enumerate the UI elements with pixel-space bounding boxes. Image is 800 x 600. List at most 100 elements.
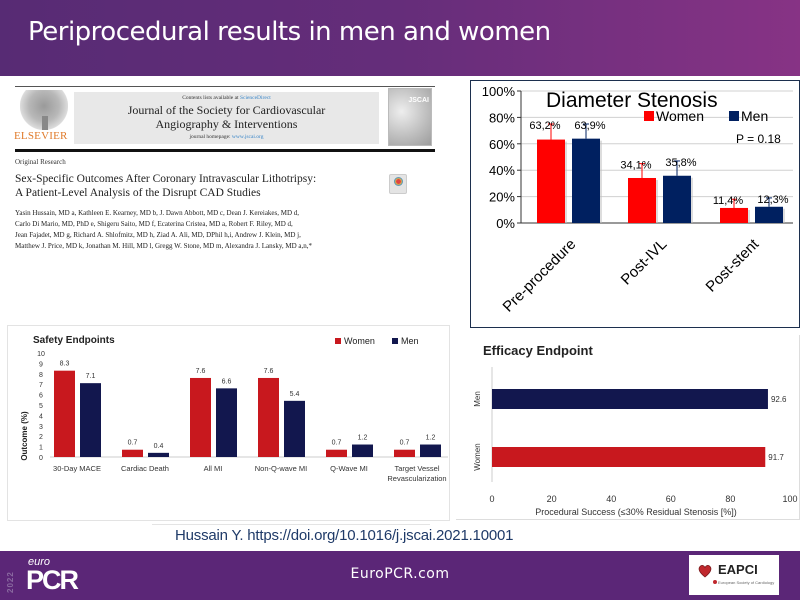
citation-link[interactable]: Hussain Y. https://doi.org/10.1016/j.jsc… bbox=[175, 527, 514, 544]
article-authors: Yasin Hussain, MD a, Kathleen E. Kearney… bbox=[15, 208, 435, 252]
women-bar bbox=[122, 449, 143, 457]
data-label: 5.4 bbox=[290, 391, 300, 398]
data-label: 8.3 bbox=[60, 361, 70, 368]
efficacy-endpoint-panel: Efficacy Endpoint 0 20 40 60 80 100 92.6 Men 91… bbox=[456, 335, 800, 520]
article-title: Sex-Specific Outcomes After Coronary Int… bbox=[15, 172, 375, 200]
x-tick-label: 100 bbox=[782, 494, 797, 504]
y-category-label: Men bbox=[473, 391, 482, 407]
diameter-stenosis-panel: 0% 20% 40% 60% 80% 100% 63,2% 63,9% Pre-procedu… bbox=[470, 80, 800, 328]
chart-title: Efficacy Endpoint bbox=[483, 343, 593, 358]
women-bar bbox=[258, 377, 279, 457]
homepage-prefix: journal homepage: bbox=[189, 134, 232, 140]
data-label: 1.2 bbox=[358, 435, 368, 442]
women-bar bbox=[394, 449, 415, 457]
x-category-label: All MI bbox=[204, 464, 223, 473]
journal-homepage-link[interactable]: www.jscai.org bbox=[231, 134, 264, 140]
elsevier-trunk bbox=[42, 116, 48, 130]
x-category-label: Target Vessel bbox=[394, 464, 439, 473]
data-label: 63,2% bbox=[529, 120, 560, 132]
paper-top-rule bbox=[15, 86, 435, 87]
x-category-label: Post-IVL bbox=[618, 236, 671, 289]
data-label: 0.4 bbox=[154, 443, 164, 450]
data-label: 7.6 bbox=[196, 368, 206, 375]
footer-bar: 2022 euro PCR EuroPCR.com EAPCI European… bbox=[0, 551, 800, 600]
safety-endpoints-chart: Safety Endpoints Women Men Outcome (%) 0… bbox=[20, 335, 448, 483]
men-bar bbox=[420, 444, 441, 457]
data-label: 6.6 bbox=[222, 378, 232, 385]
y-tick-label: 40% bbox=[489, 163, 515, 178]
jscai-logo: JSCAI bbox=[408, 97, 429, 104]
y-tick-label: 0 bbox=[39, 455, 43, 462]
y-tick-label: 100% bbox=[482, 84, 516, 99]
x-category-label: Cardiac Death bbox=[121, 464, 169, 473]
x-tick-label: 40 bbox=[606, 494, 616, 504]
men-bar bbox=[492, 389, 768, 409]
data-label: 0.7 bbox=[400, 440, 410, 447]
y-tick-label: 1 bbox=[39, 445, 43, 452]
women-bar bbox=[720, 207, 748, 223]
data-label: 63,9% bbox=[574, 120, 605, 132]
heart-icon bbox=[698, 565, 712, 578]
y-tick-label: 4 bbox=[39, 413, 43, 420]
x-tick-label: 20 bbox=[547, 494, 557, 504]
women-bar bbox=[54, 370, 75, 457]
efficacy-endpoint-chart: Efficacy Endpoint 0 20 40 60 80 100 92.6 Men 91… bbox=[473, 343, 798, 517]
journal-name-line2: Angiography & Interventions bbox=[155, 117, 298, 131]
y-tick-label: 60% bbox=[489, 137, 515, 152]
footer-website[interactable]: EuroPCR.com bbox=[350, 566, 450, 582]
chart-title: Safety Endpoints bbox=[33, 335, 115, 346]
x-category-label: Revascularization bbox=[387, 474, 446, 483]
y-tick-label: 6 bbox=[39, 393, 43, 400]
journal-name-line1: Journal of the Society for Cardiovascula… bbox=[127, 103, 326, 117]
check-for-updates-icon[interactable] bbox=[389, 174, 407, 194]
y-tick-label: 0% bbox=[496, 216, 515, 231]
men-bar bbox=[148, 452, 169, 457]
header-divider bbox=[440, 76, 800, 80]
header-bar: Periprocedural results in men and women bbox=[0, 0, 800, 76]
journal-name: Journal of the Society for Cardiovascula… bbox=[74, 103, 379, 131]
y-tick-label: 10 bbox=[37, 351, 45, 358]
safety-endpoints-panel: Safety Endpoints Women Men Outcome (%) 0… bbox=[7, 325, 450, 521]
eapci-logo: EAPCI European Society of Cardiology bbox=[689, 555, 779, 595]
data-label: 7.1 bbox=[86, 373, 96, 380]
men-bar bbox=[80, 383, 101, 457]
y-tick-label: 2 bbox=[39, 434, 43, 441]
x-tick-label: 80 bbox=[725, 494, 735, 504]
contents-prefix: Contents lists available at bbox=[182, 95, 240, 101]
authors-line: Jean Fajadet, MD g, Richard A. Shlofmitz… bbox=[15, 231, 301, 239]
y-tick-label: 80% bbox=[489, 110, 515, 125]
y-tick-label: 9 bbox=[39, 361, 43, 368]
data-label: 0.7 bbox=[128, 440, 138, 447]
men-bar bbox=[284, 400, 305, 457]
women-bar bbox=[190, 377, 211, 457]
men-bar bbox=[755, 206, 783, 223]
journal-banner: Contents lists available at ScienceDirec… bbox=[74, 92, 379, 144]
article-title-line1: Sex-Specific Outcomes After Coronary Int… bbox=[15, 173, 317, 185]
men-bar bbox=[572, 138, 600, 223]
europcr-logo-small: euro bbox=[28, 556, 51, 568]
elsevier-logo: ELSEVIER bbox=[14, 90, 70, 144]
journal-contents-line: Contents lists available at ScienceDirec… bbox=[74, 95, 379, 101]
women-bar bbox=[537, 139, 565, 223]
article-title-line2: A Patient-Level Analysis of the Disrupt … bbox=[15, 187, 261, 199]
paper-snippet: ELSEVIER Contents lists available at Sci… bbox=[8, 82, 448, 262]
eapci-subtitle: European Society of Cardiology bbox=[718, 580, 775, 585]
x-axis-label: Procedural Success (≤30% Residual Stenos… bbox=[535, 507, 737, 517]
x-category-label: Pre-procedure bbox=[500, 236, 580, 316]
y-tick-label: 7 bbox=[39, 382, 43, 389]
y-tick-label: 20% bbox=[489, 190, 515, 205]
x-category-label: Non-Q-wave MI bbox=[255, 464, 308, 473]
authors-line: Carlo Di Mario, MD, PhD e, Shigeru Saito… bbox=[15, 220, 293, 228]
article-type: Original Research bbox=[15, 158, 66, 166]
women-bar bbox=[326, 449, 347, 457]
paper-header-rule bbox=[15, 149, 435, 152]
y-tick-label: 3 bbox=[39, 424, 43, 431]
legend-women-label: Women bbox=[656, 108, 704, 124]
sciencedirect-link[interactable]: ScienceDirect bbox=[239, 95, 271, 101]
x-category-label: Post-stent bbox=[703, 235, 763, 295]
jscai-cover-image: JSCAI bbox=[388, 88, 432, 146]
slide-title: Periprocedural results in men and women bbox=[28, 17, 551, 47]
legend-men-swatch bbox=[392, 338, 398, 344]
esc-icon bbox=[713, 580, 717, 584]
data-label: 35,8% bbox=[665, 157, 696, 169]
